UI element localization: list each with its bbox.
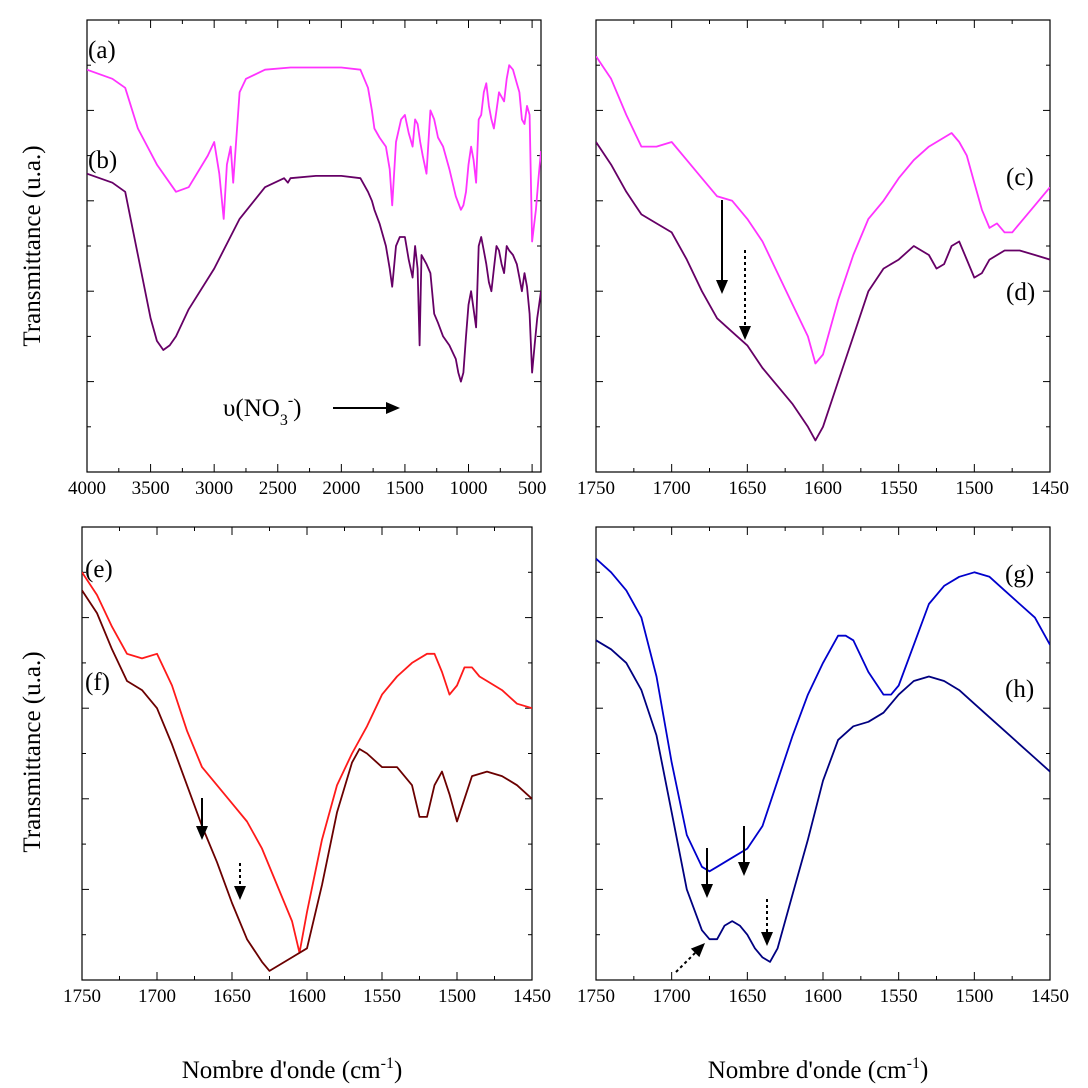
arrow-dashed-head: [739, 326, 751, 340]
x-tick-label: 1500: [386, 478, 424, 499]
x-tick-label: 1600: [804, 986, 842, 1007]
plot-frame: [86, 19, 542, 473]
x-tick-label: 1450: [1031, 478, 1069, 499]
x-tick-label: 4000: [68, 478, 106, 499]
x-tick-label: 1650: [728, 986, 766, 1007]
x-tick-label: 1700: [138, 986, 176, 1007]
panel-top-left: 4000 3500 3000 2500 2000 1500 1000 500 (a) (b): [68, 19, 547, 499]
panel-label: (h): [1005, 676, 1034, 703]
x-tick-label: 1500: [955, 478, 993, 499]
panel-label: (b): [88, 147, 117, 174]
nitrate-arrow-head: [386, 402, 400, 414]
x-tick-label: 1450: [1031, 986, 1069, 1007]
x-tick-label: 1500: [438, 986, 476, 1007]
x-tick-label: 3500: [132, 478, 170, 499]
panel-label: (g): [1005, 561, 1034, 588]
arrow-solid-head: [738, 862, 750, 876]
panel-top-right: 1750 1700 1650 1600 1550 1500 1450 (c) (d): [577, 19, 1069, 499]
series-line-1: [596, 55, 1050, 365]
x-tick-label: 2000: [322, 478, 360, 499]
y-axis-title: Transmittance (u.a.): [19, 651, 46, 852]
series-line-2: [596, 639, 1050, 963]
x-axis-title: Nombre d'onde (cm-1): [708, 1055, 929, 1084]
x-tick-label: 1000: [450, 478, 488, 499]
x-tick-label: 1650: [728, 478, 766, 499]
panel-label: (e): [85, 556, 113, 583]
x-tick-label: 3000: [195, 478, 233, 499]
x-tick-label: 1700: [653, 478, 691, 499]
y-axis-title: Transmittance (u.a.): [19, 145, 46, 346]
series-line-2: [87, 172, 541, 383]
x-tick-label: 2500: [259, 478, 297, 499]
x-tick-label: 1500: [955, 986, 993, 1007]
plot-frame: [595, 19, 1051, 473]
x-tick-label: 1750: [577, 478, 615, 499]
series-line-2: [596, 141, 1050, 442]
x-tick-label: 500: [518, 478, 547, 499]
x-tick-label: 1600: [288, 986, 326, 1007]
x-tick-label: 1550: [880, 986, 918, 1007]
panel-label: (f): [85, 669, 110, 696]
nitrate-annotation: υ(NO3-): [223, 392, 301, 429]
x-tick-label: 1450: [513, 986, 551, 1007]
arrow-solid-head: [716, 280, 728, 294]
panel-label: (a): [88, 37, 116, 64]
x-tick-label: 1750: [63, 986, 101, 1007]
panel-label: (d): [1006, 279, 1035, 306]
x-axis-title: Nombre d'onde (cm-1): [182, 1055, 403, 1084]
x-tick-label: 1550: [880, 478, 918, 499]
arrow-dashed-head: [234, 886, 246, 900]
plot-frame: [595, 526, 1051, 981]
x-tick-label: 1750: [577, 986, 615, 1007]
x-tick-label: 1600: [804, 478, 842, 499]
arrow-dashed: [675, 952, 696, 973]
series-line-1: [87, 64, 541, 243]
series-line-1: [596, 558, 1050, 873]
series-line-1: [82, 571, 532, 954]
arrow-dashed-head: [761, 932, 773, 946]
panel-bottom-left: 1750 1700 1650 1600 1550 1500 1450 (e) (f): [63, 526, 551, 1007]
panel-bottom-right: 1750 1700 1650 1600 1550 1500 1450 (g) (h): [577, 526, 1069, 1007]
x-tick-label: 1550: [363, 986, 401, 1007]
x-tick-label: 1650: [213, 986, 251, 1007]
panel-label: (c): [1006, 164, 1034, 191]
arrow-solid-head: [196, 826, 208, 840]
series-line-2: [82, 589, 532, 972]
arrow-dashed-head: [690, 943, 705, 958]
x-tick-label: 1700: [653, 986, 691, 1007]
arrow-solid-head: [701, 884, 713, 898]
